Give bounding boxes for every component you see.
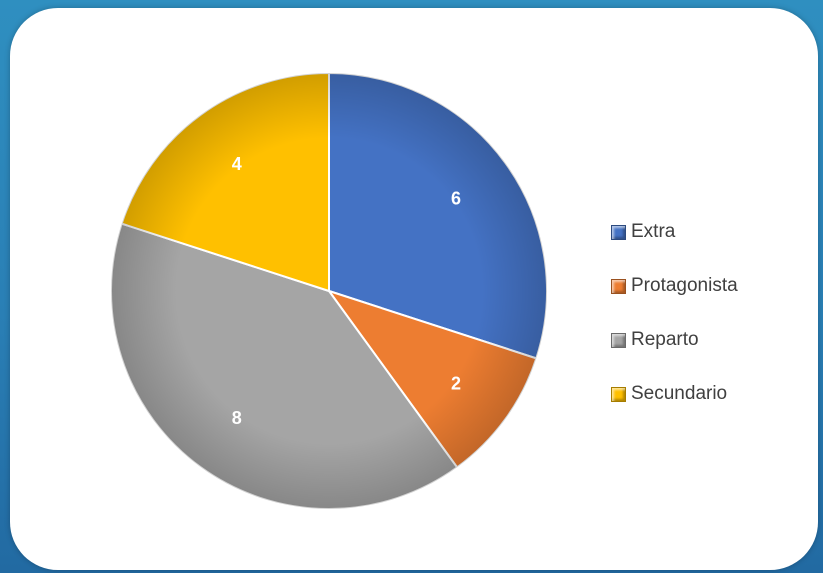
data-label-secundario: 4 [232,154,242,174]
legend-swatch [611,386,626,402]
legend-label: Reparto [631,329,699,350]
legend-label: Secundario [631,383,728,404]
legend-item-secundario: Secundario [611,367,738,421]
legend-swatch [611,332,626,348]
legend-item-extra: Extra [611,205,738,259]
legend-item-reparto: Reparto [611,313,738,367]
legend-item-protagonista: Protagonista [611,259,738,313]
chart-legend: Extra Protagonista Reparto Secundario [611,205,738,421]
legend-swatch [611,278,626,294]
legend-swatch [611,224,626,240]
legend-label: Extra [631,221,676,242]
data-label-protagonista: 2 [451,373,461,393]
data-label-extra: 6 [451,189,461,209]
data-label-reparto: 8 [232,408,242,428]
legend-label: Protagonista [631,275,738,296]
